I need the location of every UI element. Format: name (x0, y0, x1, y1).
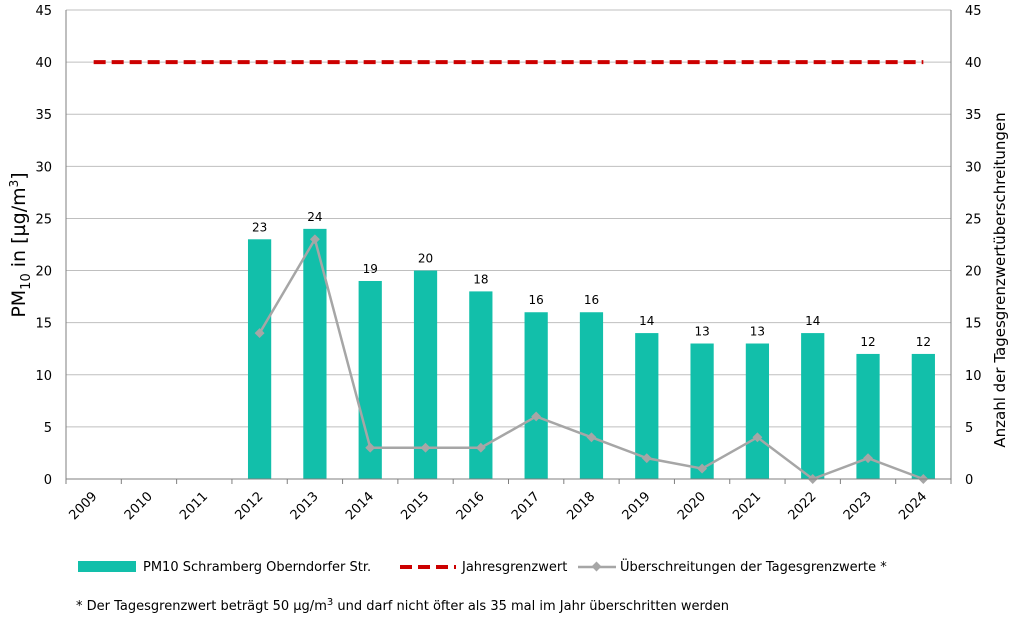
exceedance-point (641, 453, 652, 464)
x-tick-label: 2014 (343, 489, 377, 523)
exceedance-point (309, 234, 320, 245)
bar (801, 333, 825, 479)
bar (690, 343, 714, 479)
data-label: 16 (584, 293, 599, 307)
y-tick-label: 40 (35, 56, 52, 71)
exceedance-point (365, 442, 376, 453)
data-label: 12 (916, 335, 931, 349)
bar (579, 312, 604, 479)
data-label: 20 (418, 252, 433, 266)
x-tick-label: 2015 (398, 489, 432, 523)
y2-tick-label: 40 (965, 56, 982, 71)
exceedance-point (254, 328, 265, 339)
bar (524, 312, 548, 479)
data-label: 13 (750, 325, 765, 339)
exceedance-point (586, 432, 597, 443)
exceedance-point (420, 442, 431, 453)
x-tick-label: 2024 (896, 489, 930, 523)
data-label: 19 (363, 262, 378, 276)
y-tick-label: 20 (35, 265, 52, 280)
bar (303, 228, 327, 479)
bar (247, 239, 272, 479)
data-label: 14 (639, 314, 654, 328)
footnote: * Der Tagesgrenzwert beträgt 50 µg/m3 un… (76, 597, 729, 614)
data-label: 16 (529, 293, 544, 307)
y-axis-title: PM10 in [µg/m3] (7, 172, 34, 317)
x-tick-label: 2022 (786, 489, 820, 523)
x-tick-label: 2017 (509, 489, 543, 523)
x-tick-label: 2012 (232, 489, 266, 523)
bar (635, 333, 659, 479)
y2-tick-label: 30 (965, 160, 982, 175)
data-label: 14 (805, 314, 820, 328)
x-tick-label: 2018 (564, 489, 598, 523)
y2-tick-label: 5 (965, 421, 973, 436)
bar (911, 353, 935, 479)
exceedance-point (697, 463, 708, 474)
legend-label-limit: Jahresgrenzwert (461, 560, 567, 575)
y2-axis-title: Anzahl der Tagesgrenzwertüberschreitunge… (991, 112, 1009, 447)
y-tick-label: 5 (44, 421, 52, 436)
y-tick-label: 10 (35, 369, 52, 384)
y2-tick-label: 45 (965, 4, 982, 19)
y2-tick-label: 15 (965, 317, 982, 332)
x-tick-label: 2011 (177, 489, 211, 523)
y2-tick-label: 20 (965, 265, 982, 280)
y-tick-label: 35 (35, 108, 52, 123)
y-tick-label: 30 (35, 160, 52, 175)
y-tick-label: 45 (35, 4, 52, 19)
data-label: 13 (694, 325, 709, 339)
x-tick-label: 2020 (675, 489, 709, 523)
legend: PM10 Schramberg Oberndorfer Str. Jahresg… (78, 558, 887, 575)
x-tick-label: 2010 (122, 489, 156, 523)
y2-tick-label: 35 (965, 108, 982, 123)
legend-marker-exceedances (591, 561, 602, 572)
legend-label-exceedances: Überschreitungen der Tagesgrenzwerte * (620, 558, 887, 575)
gridlines (66, 9, 951, 428)
data-label: 12 (860, 335, 875, 349)
data-label: 23 (252, 220, 267, 234)
y-tick-label: 0 (44, 473, 52, 488)
legend-swatch-pm10 (78, 561, 136, 572)
y2-tick-label: 10 (965, 369, 982, 384)
bar (745, 343, 770, 479)
exceedance-point (752, 432, 763, 443)
y2-tick-label: 25 (965, 212, 982, 227)
y-tick-label: 25 (35, 212, 52, 227)
x-tick-label: 2021 (730, 489, 764, 523)
exceedance-point (475, 442, 486, 453)
x-tick-label: 2019 (620, 489, 654, 523)
bar (856, 353, 880, 479)
bar (413, 270, 438, 479)
data-label: 24 (307, 210, 322, 224)
bar (469, 291, 493, 479)
x-tick-label: 2016 (454, 489, 488, 523)
exceedance-point (531, 411, 542, 422)
y-tick-label: 15 (35, 317, 52, 332)
y2-tick-label: 0 (965, 473, 973, 488)
x-tick-label: 2009 (66, 489, 100, 523)
x-tick-label: 2023 (841, 489, 875, 523)
data-labels: 23 24 19 20 18 16 16 14 13 13 14 12 12 (252, 210, 931, 349)
legend-label-pm10: PM10 Schramberg Oberndorfer Str. (143, 560, 371, 575)
x-tick-label: 2013 (288, 489, 322, 523)
exceedance-point (863, 453, 873, 464)
data-label: 18 (473, 272, 488, 286)
